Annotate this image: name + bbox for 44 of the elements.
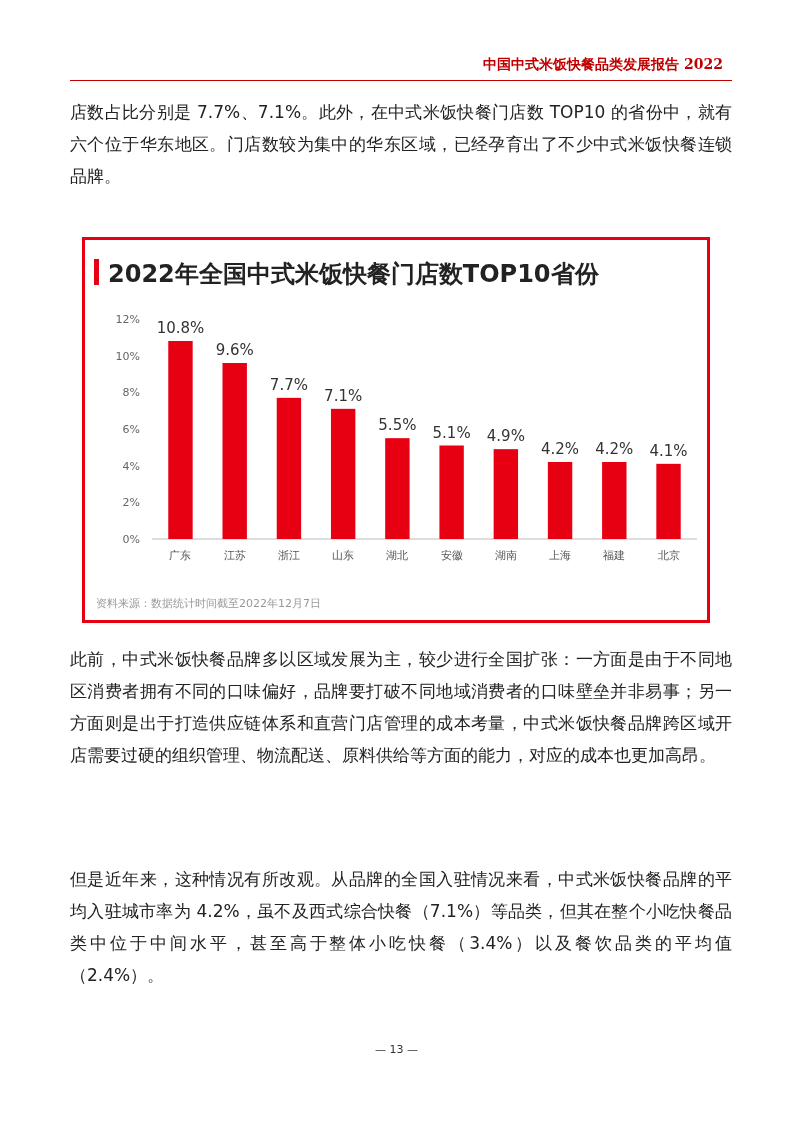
bar	[385, 438, 410, 539]
text: — 13 —	[374, 1043, 419, 1056]
text: 店数占比分别是 7.7%、7.1%。此外，在中式米饭快餐门店数 TOP10 的省份中，就有六个位于华东地区。门店数较为集中的华东区域，已经孕育出了不少中式米饭快餐连锁品牌。	[70, 101, 732, 188]
x-tick-label: 福建	[603, 549, 626, 562]
bar	[656, 463, 681, 539]
data-label: 5.5%	[378, 416, 417, 435]
x-tick-label: 北京	[657, 549, 680, 562]
y-tick-label: 12%	[115, 313, 140, 326]
data-label: 4.2%	[595, 440, 634, 458]
bar	[547, 462, 573, 539]
data-label: 4.1%	[649, 441, 688, 460]
data-label: 5.1%	[432, 423, 471, 442]
bar	[602, 462, 627, 539]
x-tick-label: 浙江	[277, 549, 300, 562]
bar	[276, 397, 302, 539]
x-tick-label: 上海	[549, 549, 572, 562]
data-label: 9.6%	[215, 341, 254, 359]
bar	[222, 363, 247, 539]
y-tick-label: 0%	[122, 533, 140, 546]
x-tick-label: 江苏	[223, 549, 246, 562]
x-tick-label: 湖南	[494, 549, 517, 562]
bar	[168, 341, 193, 539]
x-tick-label: 安徽	[440, 549, 463, 562]
y-tick-label: 6%	[122, 423, 140, 436]
bar	[330, 408, 356, 539]
bar	[439, 445, 464, 539]
x-tick-label: 广东	[169, 549, 192, 562]
text: 但是近年来，这种情况有所改观。从品牌的全国入驻情况来看，中式米饭快餐品牌的平均入驻城市率为 4.2%，虽不及西式综合快餐（7.1%）等品类，但其在整个小吃快餐品类中位于中间水平，甚至高于整体小吃快餐（3.4%）以及餐饮品类的平均值（2.4%）。	[70, 868, 732, 987]
data-label: 7.7%	[269, 375, 308, 394]
data-label: 7.1%	[324, 386, 363, 405]
x-tick-label: 山东	[332, 549, 355, 562]
chart-title: 2022年全国中式米饭快餐门店数TOP10省份	[108, 260, 600, 288]
x-tick-label: 湖北	[386, 549, 409, 562]
y-tick-label: 10%	[115, 349, 140, 363]
y-tick-label: 2%	[122, 496, 140, 510]
data-label: 4.9%	[486, 427, 525, 446]
bar	[493, 449, 519, 539]
y-tick-label: 4%	[122, 459, 140, 473]
text: 此前，中式米饭快餐品牌多以区域发展为主，较少进行全国扩张：一方面是由于不同地区消费者拥有不同的口味偏好，品牌要打破不同地域消费者的口味壁垒并非易事；另一方面则是出于打造供应链体系和直营门店管理的成本考量，中式米饭快餐品牌跨区域开店需要过硬的组织管理、物流配送、原料供给等方面的能力，对应的成本也更加高昂。	[70, 648, 732, 767]
text: 资料来源：数据统计时间截至2022年12月7日	[96, 597, 321, 610]
data-label: 10.8%	[156, 319, 205, 337]
text: 中国中式米饭快餐品类发展报告 2022	[483, 56, 723, 74]
y-tick-label: 8%	[122, 386, 140, 400]
data-label: 4.2%	[541, 440, 580, 458]
